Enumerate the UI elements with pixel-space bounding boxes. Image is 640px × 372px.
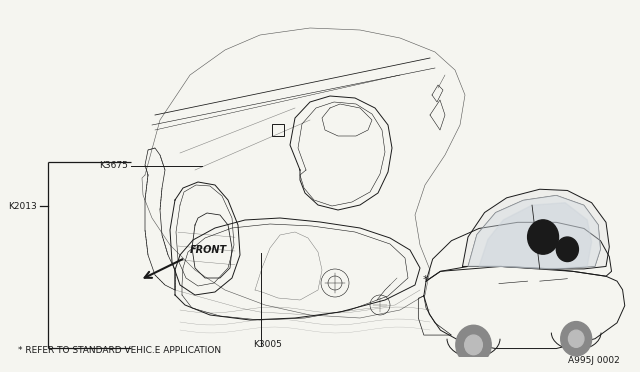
Text: *: * xyxy=(422,275,428,285)
Text: K3675: K3675 xyxy=(99,161,128,170)
Circle shape xyxy=(465,335,483,355)
Circle shape xyxy=(568,330,584,347)
Polygon shape xyxy=(463,189,609,269)
Circle shape xyxy=(561,321,591,356)
Text: A995J 0002: A995J 0002 xyxy=(568,356,620,365)
Text: K2013: K2013 xyxy=(8,202,36,211)
Circle shape xyxy=(456,325,491,365)
Circle shape xyxy=(556,237,579,262)
Polygon shape xyxy=(468,195,600,269)
Polygon shape xyxy=(479,203,591,269)
Text: K3005: K3005 xyxy=(253,340,282,349)
Text: * REFER TO STANDARD VEHIC.E APPLICATION: * REFER TO STANDARD VEHIC.E APPLICATION xyxy=(18,346,221,355)
Circle shape xyxy=(527,220,559,254)
Text: FRONT: FRONT xyxy=(190,245,227,255)
Bar xyxy=(272,124,284,136)
